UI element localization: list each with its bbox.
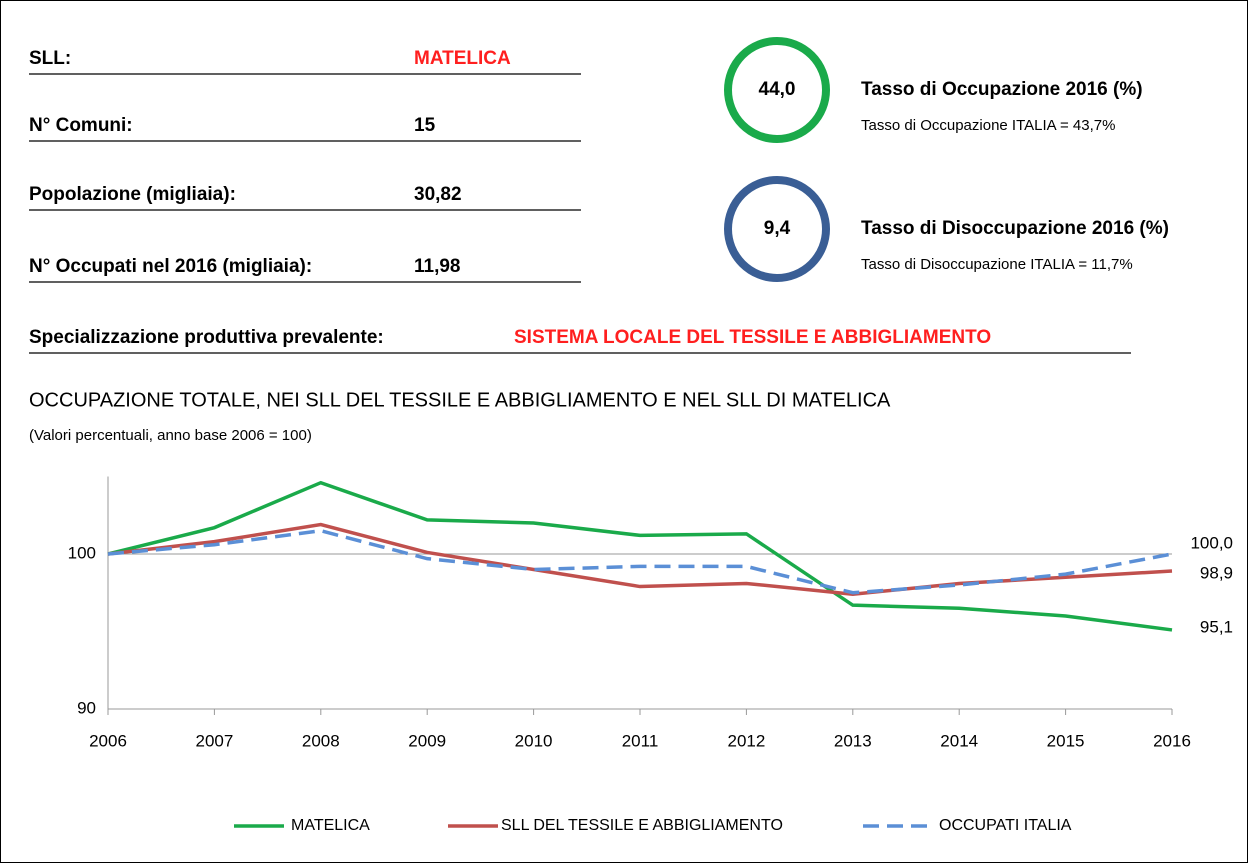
x-tick-label: 2014 [940, 731, 978, 750]
end-label: 100,0 [1190, 533, 1233, 552]
chart-title: OCCUPAZIONE TOTALE, NEI SLL DEL TESSILE … [29, 389, 891, 411]
legend-label: SLL DEL TESSILE E ABBIGLIAMENTO [501, 817, 783, 834]
x-tick-label: 2012 [727, 731, 765, 750]
x-tick-label: 2015 [1047, 731, 1085, 750]
x-tick-label: 2010 [515, 731, 553, 750]
series-line [107, 480, 1173, 632]
info-label: Popolazione (migliaia): [29, 184, 236, 205]
indicator-note: Tasso di Occupazione ITALIA = 43,7% [861, 117, 1115, 134]
spec-label: Specializzazione produttiva prevalente: [29, 327, 384, 348]
info-value: 11,98 [414, 256, 461, 277]
y-tick-label: 90 [77, 698, 96, 717]
indicator-value: 9,4 [764, 218, 791, 239]
end-label: 95,1 [1200, 617, 1233, 636]
indicator-title: Tasso di Occupazione 2016 (%) [861, 79, 1143, 100]
series-line [107, 528, 1173, 595]
x-tick-label: 2013 [834, 731, 872, 750]
x-tick-label: 2006 [89, 731, 127, 750]
indicator-title: Tasso di Disoccupazione 2016 (%) [861, 218, 1169, 239]
y-tick-label: 100 [68, 543, 96, 562]
x-tick-label: 2016 [1153, 731, 1191, 750]
indicator-ring [724, 176, 830, 282]
end-label: 98,9 [1200, 563, 1233, 582]
legend-label: MATELICA [291, 817, 370, 834]
info-value: 15 [414, 115, 436, 136]
legend-label: OCCUPATI ITALIA [939, 817, 1072, 834]
x-tick-label: 2011 [622, 731, 659, 750]
x-tick-label: 2008 [302, 731, 340, 750]
info-label: SLL: [29, 48, 71, 69]
chart-subtitle: (Valori percentuali, anno base 2006 = 10… [29, 427, 312, 444]
info-value: 30,82 [414, 184, 462, 205]
indicator-note: Tasso di Disoccupazione ITALIA = 11,7% [861, 256, 1133, 273]
spec-value: SISTEMA LOCALE DEL TESSILE E ABBIGLIAMEN… [514, 327, 991, 348]
info-label: N° Occupati nel 2016 (migliaia): [29, 256, 312, 277]
x-tick-label: 2007 [195, 731, 233, 750]
info-value: MATELICA [414, 48, 511, 69]
x-tick-label: 2009 [408, 731, 446, 750]
indicator-ring [724, 37, 830, 143]
indicator-value: 44,0 [759, 79, 796, 100]
info-label: N° Comuni: [29, 115, 133, 136]
